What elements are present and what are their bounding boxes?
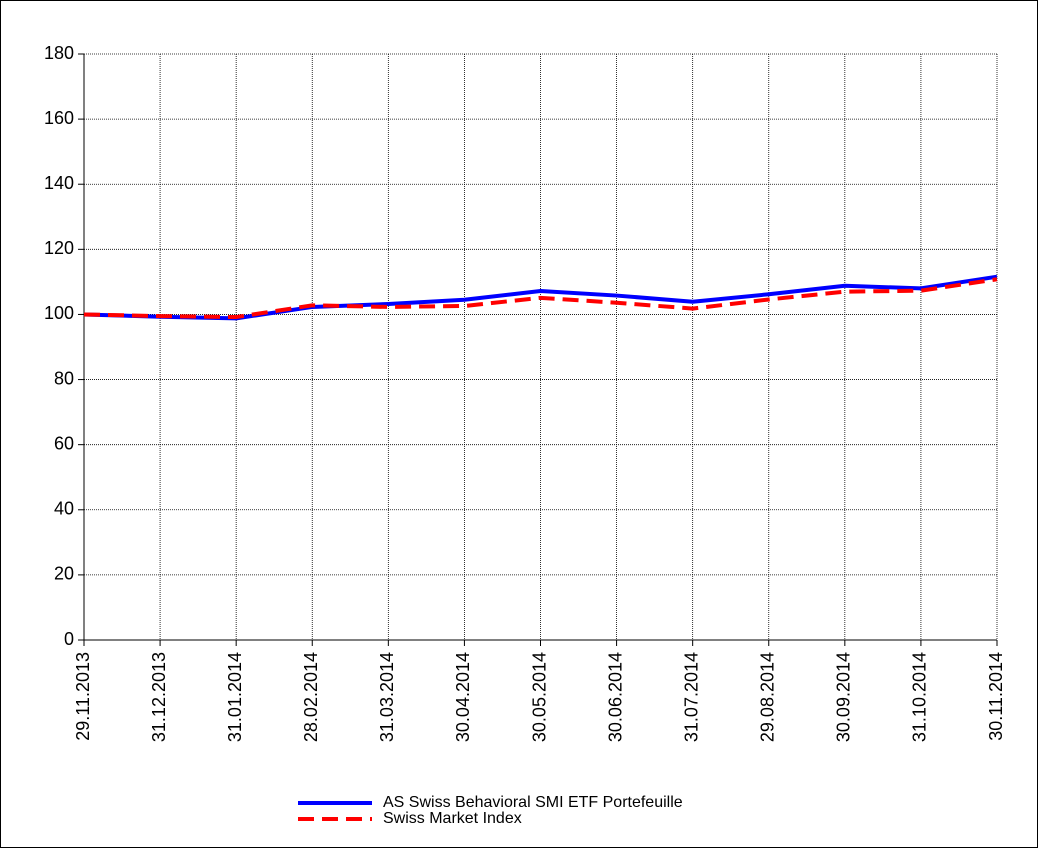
legend-label: Swiss Market Index	[383, 810, 522, 827]
x-tick-label: 30.09.2014	[834, 652, 854, 742]
legend: AS Swiss Behavioral SMI ETF Portefeuille…	[298, 794, 683, 827]
x-tick-label: 31.03.2014	[377, 652, 397, 742]
x-tick-label: 31.01.2014	[225, 652, 245, 742]
x-tick-label: 31.12.2013	[149, 652, 169, 742]
y-tick-label: 120	[44, 238, 74, 258]
y-tick-label: 20	[54, 564, 74, 584]
y-tick-label: 100	[44, 303, 74, 323]
y-tick-label: 40	[54, 499, 74, 519]
x-tick-label: 30.04.2014	[453, 652, 473, 742]
x-tick-label: 29.08.2014	[758, 652, 778, 742]
y-tick-label: 180	[44, 43, 74, 63]
x-tick-label: 29.11.2013	[73, 652, 93, 741]
x-tick-label: 28.02.2014	[301, 652, 321, 742]
y-tick-label: 140	[44, 173, 74, 193]
x-tick-label: 30.06.2014	[605, 652, 625, 742]
x-tick-label: 30.11.2014	[986, 652, 1006, 741]
x-tick-label: 31.10.2014	[910, 652, 930, 742]
y-tick-label: 60	[54, 433, 74, 453]
x-tick-label: 30.05.2014	[529, 652, 549, 742]
x-tick-label: 31.07.2014	[681, 652, 701, 742]
y-tick-label: 80	[54, 368, 74, 388]
y-tick-label: 0	[64, 629, 74, 649]
series-line	[83, 277, 998, 320]
y-tick-label: 160	[44, 108, 74, 128]
legend-label: AS Swiss Behavioral SMI ETF Portefeuille	[383, 794, 683, 811]
